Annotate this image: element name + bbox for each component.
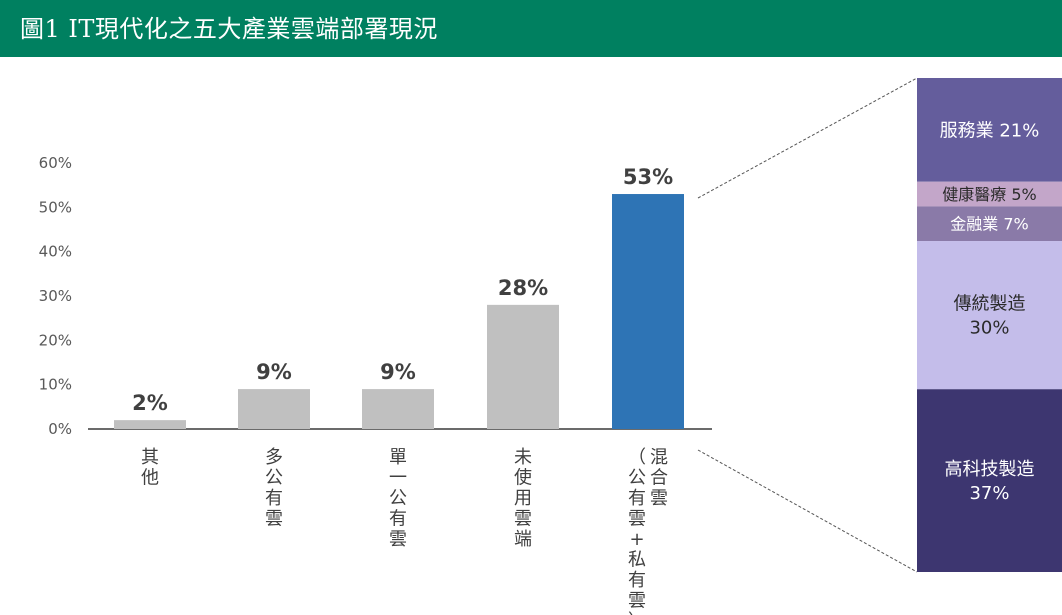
bar-value-label: 9% [256, 360, 292, 384]
stack-segment-label: 服務業 21% [940, 120, 1040, 141]
category-label: 其他 [141, 447, 159, 489]
y-tick-label: 0% [48, 420, 72, 438]
category-label: 未使用雲端 [514, 447, 532, 550]
connector-line-top [697, 77, 918, 199]
bar-value-label: 28% [498, 276, 548, 300]
stack-segment [917, 181, 1062, 207]
stack-segment-label: 37% [969, 483, 1009, 504]
title-bar: 圖1 IT現代化之五大產業雲端部署現況 [0, 0, 1062, 57]
stack-segment-label: 健康醫療 5% [942, 185, 1036, 204]
y-tick-label: 30% [39, 287, 72, 305]
category-label: （公有雲+私有雲） [628, 447, 646, 615]
bar [487, 304, 559, 429]
stack-segment [917, 241, 1062, 390]
bar-value-label: 53% [623, 165, 673, 189]
stack-segment-label: 高科技製造 [945, 459, 1035, 480]
stack-segment [917, 389, 1062, 572]
bar [238, 389, 310, 429]
bar-value-label: 2% [132, 391, 168, 415]
stack-segment [917, 206, 1062, 242]
y-tick-label: 40% [39, 243, 72, 261]
category-label: 多公有雲 [265, 447, 283, 530]
y-tick-label: 20% [39, 331, 72, 349]
category-label: 混合雲 [650, 447, 668, 509]
y-tick-label: 10% [39, 376, 72, 394]
bar-value-label: 9% [380, 360, 416, 384]
connector-line-bottom [697, 449, 918, 573]
stack-segment [917, 78, 1062, 182]
y-tick-label: 60% [39, 154, 72, 172]
bar [612, 194, 684, 429]
bar [114, 420, 186, 429]
y-tick-label: 50% [39, 198, 72, 216]
page-title: 圖1 IT現代化之五大產業雲端部署現況 [20, 15, 438, 43]
stack-segment-label: 30% [969, 318, 1009, 339]
chart-area: 0% 10% 20% 30% 40% 50% 60% 2% 9% 9% 28% 53% 其他 多公有雲 單一… [39, 77, 1062, 615]
stack-segment-label: 金融業 7% [950, 214, 1028, 233]
stack-segment-label: 傳統製造 [954, 294, 1026, 315]
category-label: 單一公有雲 [389, 447, 407, 550]
bar [362, 389, 434, 429]
